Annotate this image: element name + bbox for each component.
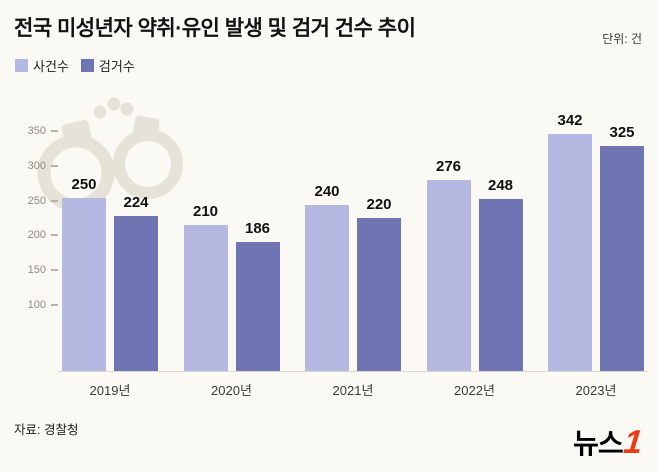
bar-group: 250 224: [62, 176, 158, 371]
y-tick-mark: [51, 130, 58, 133]
category-label: 2023년: [575, 383, 617, 398]
plot-area: 250 224 210 186 240 220 276 248 342 325: [58, 112, 648, 372]
bar-column: 248: [478, 177, 523, 371]
bar-group: 342 325: [548, 112, 644, 371]
value-label: 224: [123, 194, 149, 211]
bar-column: 220: [357, 196, 401, 371]
bar-column: 240: [305, 183, 349, 371]
news1-logo: 뉴스 1: [573, 423, 644, 460]
bar: [357, 218, 401, 371]
logo-number: 1: [621, 423, 644, 460]
y-tick-mark: [51, 165, 58, 167]
y-tick: 350: [14, 125, 58, 137]
y-tick-mark: [51, 234, 58, 237]
bar: [478, 199, 523, 371]
y-tick: 100: [14, 299, 58, 311]
bar-column: 276: [426, 158, 471, 371]
y-tick-mark: [51, 199, 58, 202]
bar-column: 250: [62, 176, 106, 371]
bar-group: 210 186: [183, 203, 280, 371]
bar-chart: 100 150 200 250 300 350 250 224 210 186 240 220 276…: [0, 112, 658, 398]
bar-column: 325: [600, 124, 644, 371]
y-tick-label: 300: [27, 160, 46, 172]
bar: [426, 180, 471, 371]
bar: [114, 216, 158, 371]
value-label: 186: [244, 220, 271, 237]
value-label: 250: [71, 176, 97, 193]
value-label: 248: [487, 177, 514, 194]
category-label: 2021년: [332, 383, 374, 398]
legend: 사건수 검거수: [15, 56, 135, 75]
bar-column: 224: [114, 194, 158, 371]
bar-column: 210: [183, 203, 228, 371]
page-title: 전국 미성년자 약취·유인 발생 및 검거 건수 추이: [14, 17, 416, 40]
legend-item: 사건수: [15, 56, 69, 75]
logo-text: 뉴스: [573, 428, 624, 459]
bar: [600, 146, 644, 371]
bar: [62, 198, 106, 371]
legend-swatch: [15, 59, 28, 72]
bar-column: 342: [548, 112, 592, 371]
y-axis: 100 150 200 250 300 350: [0, 112, 58, 396]
y-tick-label: 200: [27, 229, 46, 242]
bar: [235, 242, 280, 371]
legend-label: 검거수: [98, 59, 135, 74]
legend-label: 사건수: [33, 59, 69, 74]
y-tick-mark: [51, 269, 58, 271]
legend-swatch: [80, 59, 94, 72]
bar: [305, 205, 349, 371]
value-label: 325: [609, 124, 635, 141]
value-label: 220: [366, 196, 392, 213]
value-label: 276: [435, 158, 462, 175]
y-tick: 300: [14, 160, 58, 172]
unit-label: 단위: 건: [602, 32, 642, 46]
category-label: 2022년: [454, 383, 495, 398]
bar-column: 186: [235, 220, 280, 371]
y-tick: 150: [14, 264, 58, 276]
bar: [548, 134, 592, 371]
y-tick: 200: [14, 229, 58, 241]
legend-item: 검거수: [80, 56, 135, 75]
category-row: 2019년 2020년 2021년 2022년 2023년: [58, 372, 648, 398]
y-tick-label: 250: [27, 194, 46, 207]
y-tick-label: 100: [27, 298, 46, 311]
bar-group: 276 248: [426, 158, 523, 371]
value-label: 342: [557, 112, 583, 129]
y-tick-mark: [51, 303, 58, 306]
source-label: 자료: 경찰청: [14, 423, 79, 437]
y-tick-label: 150: [27, 264, 46, 276]
category-label: 2019년: [89, 383, 131, 398]
y-tick: 250: [14, 195, 58, 207]
value-label: 240: [314, 183, 340, 200]
value-label: 210: [192, 203, 219, 220]
category-label: 2020년: [211, 383, 252, 398]
bar-group: 240 220: [305, 183, 401, 371]
bar: [183, 225, 228, 371]
y-tick-label: 350: [27, 125, 46, 138]
